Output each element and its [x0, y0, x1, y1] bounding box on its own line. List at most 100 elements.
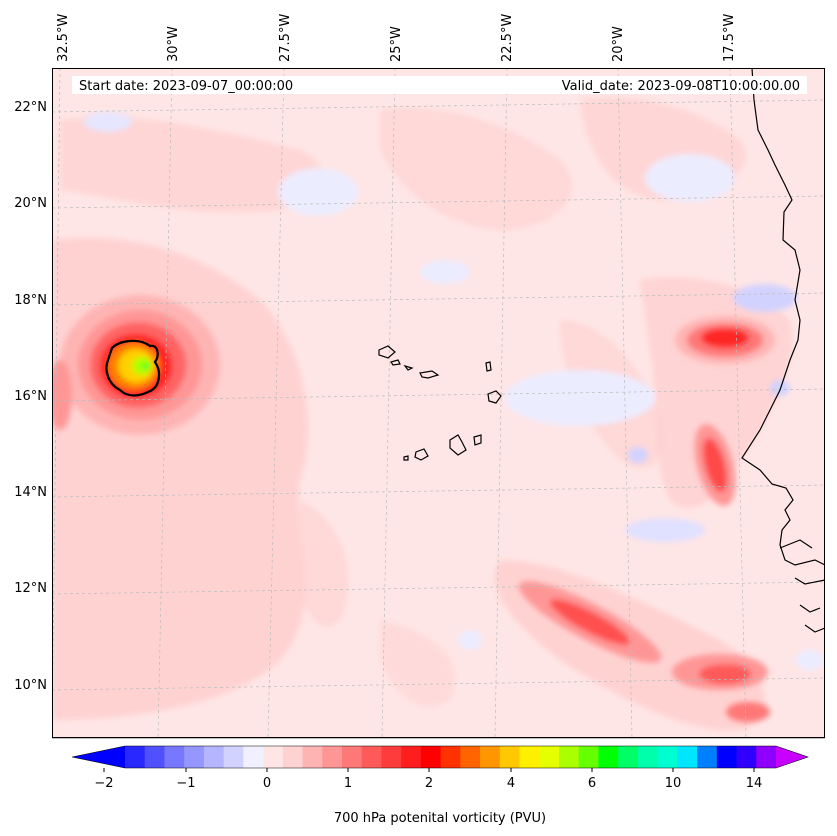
- blue-patch: [505, 370, 655, 426]
- colorbar-segment: [440, 746, 461, 768]
- colorbar-segment: [618, 746, 639, 768]
- blue-patch: [795, 650, 825, 670]
- longitude-labels: 32.5°W 30°W 27.5°W 25°W 22.5°W 20°W 17.5…: [56, 14, 737, 62]
- colorbar-segment: [598, 746, 619, 768]
- colorbar-segment: [184, 746, 205, 768]
- blue-patch: [645, 154, 735, 202]
- island: [487, 390, 502, 404]
- colorbar-segment: [539, 746, 560, 768]
- vortex-contour: [105, 339, 161, 397]
- colorbar-segment: [697, 746, 718, 768]
- island: [378, 345, 396, 359]
- colorbar-segment: [282, 746, 304, 768]
- colorbar-segment: [677, 746, 698, 768]
- colorbar-segment: [381, 746, 402, 768]
- colorbar-segment: [420, 746, 442, 768]
- island: [485, 361, 492, 372]
- pv-max: [726, 702, 770, 722]
- pv-max: [701, 328, 749, 348]
- colorbar-segment: [302, 746, 323, 768]
- colorbar-segment: [401, 746, 422, 768]
- pv-max: [549, 599, 631, 645]
- colorbar-segment: [125, 746, 146, 768]
- colorbar-segment: [342, 746, 363, 768]
- colorbar-tick-label: 14: [746, 776, 763, 791]
- colorbar-tick-label: 10: [665, 776, 682, 791]
- pv-max: [699, 664, 751, 684]
- lon-label: 20°W: [611, 26, 626, 62]
- colorbar-segment: [144, 746, 165, 768]
- colorbar-ticks: −2 −1 0 1 2 4 6 10 14: [94, 768, 762, 791]
- map-border: [52, 68, 825, 738]
- colorbar-tick-label: 2: [425, 776, 433, 791]
- colorbar-tick-label: −2: [94, 776, 113, 791]
- blue-patch: [733, 284, 797, 312]
- colorbar-segment: [243, 746, 264, 768]
- lon-label: 27.5°W: [278, 14, 293, 62]
- blue-patch: [84, 112, 132, 132]
- lat-label: 16°N: [14, 389, 47, 404]
- island: [403, 455, 409, 461]
- colorbar-tick-label: 4: [507, 776, 515, 791]
- blue-patch: [770, 380, 790, 396]
- colorbar-segment: [499, 746, 521, 768]
- island: [390, 359, 401, 366]
- pv-max: [142, 362, 150, 370]
- africa-coastline: [741, 68, 825, 633]
- map-panel: [52, 68, 825, 738]
- colorbar-segment: [559, 746, 580, 768]
- date-header-box: [72, 76, 807, 94]
- pv-maxima: [52, 295, 775, 722]
- latitude-labels: 22°N 20°N 18°N 16°N 14°N 12°N 10°N: [14, 100, 47, 693]
- colorbar-tick-label: −1: [176, 776, 195, 791]
- colorbar-segment: [361, 746, 382, 768]
- colorbar-segment: [756, 746, 777, 768]
- island: [449, 434, 467, 456]
- negative-pv-patches: [84, 112, 825, 670]
- cape-verde-islands: [378, 345, 502, 461]
- colorbar-outline: [71, 745, 809, 769]
- lon-label: 32.5°W: [56, 14, 71, 62]
- colorbar-segment: [164, 746, 185, 768]
- colorbar-segment: [460, 746, 481, 768]
- island: [414, 448, 429, 461]
- colorbar-segment: [519, 746, 540, 768]
- blue-patch: [458, 630, 482, 650]
- lat-label: 20°N: [14, 196, 47, 211]
- colorbar-tick-label: 1: [344, 776, 352, 791]
- colorbar-segment: [736, 746, 757, 768]
- colorbar-segment: [203, 746, 225, 768]
- lat-label: 18°N: [14, 293, 47, 308]
- blue-patch: [628, 447, 648, 463]
- colorbar-extend-low: [72, 746, 125, 768]
- start-date-label: Start date: 2023-09-07_00:00:00: [79, 79, 293, 94]
- colorbar-segment: [657, 746, 678, 768]
- blue-patch: [625, 518, 705, 542]
- colorbar-segment: [578, 746, 599, 768]
- lat-label: 14°N: [14, 485, 47, 500]
- colorbar-segment: [480, 746, 501, 768]
- lat-label: 10°N: [14, 678, 47, 693]
- lat-label: 22°N: [14, 100, 47, 115]
- lon-label: 22.5°W: [500, 14, 515, 62]
- colorbar: [71, 745, 809, 769]
- lon-label: 30°W: [166, 26, 181, 62]
- colorbar-segment: [263, 746, 284, 768]
- colorbar-extend-high: [776, 746, 808, 768]
- blue-patch: [420, 260, 470, 284]
- valid-date-label: Valid_date: 2023-09-08T10:00:00.00: [562, 79, 800, 94]
- lon-label: 17.5°W: [722, 14, 737, 62]
- colorbar-tick-label: 0: [263, 776, 271, 791]
- lon-label: 25°W: [389, 26, 404, 62]
- island: [403, 364, 414, 371]
- colorbar-label: 700 hPa potenital vorticity (PVU): [334, 811, 546, 826]
- lat-label: 12°N: [14, 581, 47, 596]
- colorbar-segment: [716, 746, 738, 768]
- colorbar-segment: [223, 746, 244, 768]
- colorbar-segment: [637, 746, 659, 768]
- blue-patch: [278, 168, 358, 216]
- island: [473, 434, 482, 446]
- pv-max: [702, 437, 728, 493]
- island: [419, 370, 440, 379]
